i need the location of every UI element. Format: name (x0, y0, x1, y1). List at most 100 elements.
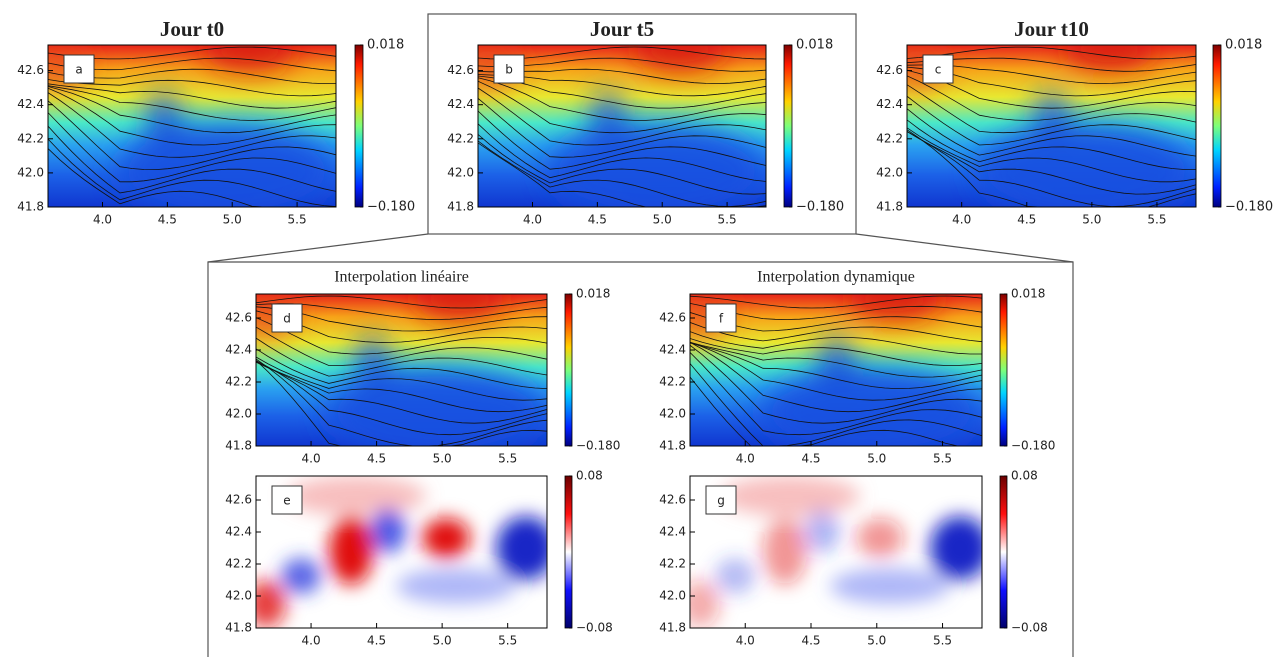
colorbar-tick-label: 0.018 (1011, 287, 1045, 301)
contour-line (478, 123, 766, 182)
x-tick-label: 4.0 (302, 634, 321, 648)
highlight-box (427, 13, 857, 235)
panel-label-box (271, 303, 303, 333)
y-tick-label: 42.0 (876, 165, 903, 179)
panel-label-box (63, 54, 95, 84)
x-tick-label: 4.0 (952, 213, 971, 227)
negative-region (396, 568, 516, 604)
high-region (1063, 45, 1156, 72)
contour-line (478, 140, 766, 207)
positive-region (763, 517, 807, 585)
contour-line (907, 108, 1196, 157)
y-tick-label: 41.8 (17, 200, 44, 214)
connector (855, 233, 1074, 263)
negative-region (281, 558, 321, 594)
contour-line (256, 360, 547, 446)
low-region (325, 366, 547, 446)
y-tick-label: 42.4 (447, 97, 474, 111)
y-tick-label: 42.2 (876, 131, 903, 145)
contour-line (907, 131, 1196, 207)
contour-line (478, 142, 766, 207)
panel-label-box (922, 54, 954, 84)
contour-line (478, 68, 766, 85)
contour-line (48, 138, 336, 207)
panel-title: Jour t0 (160, 17, 224, 41)
y-tick-label: 42.0 (659, 589, 686, 603)
positive-region (856, 518, 904, 558)
panel-label: a (75, 63, 82, 77)
contour-line (256, 303, 547, 320)
contour-line (478, 110, 766, 170)
field-group (690, 294, 982, 446)
plot-frame (689, 293, 983, 447)
positive-region (286, 476, 426, 516)
y-tick-label: 42.6 (447, 63, 474, 77)
contour-line (907, 129, 1196, 207)
contour-line (907, 95, 1196, 146)
colorbar-tick-label: −0.08 (1011, 621, 1048, 635)
y-tick-label: 41.8 (659, 439, 686, 453)
contour-line (48, 86, 336, 134)
negative-region (804, 509, 840, 553)
panel-label-box (705, 485, 737, 515)
x-tick-label: 4.5 (801, 452, 820, 466)
x-tick-label: 5.5 (498, 634, 517, 648)
colorbar (564, 475, 573, 629)
contour-line (690, 363, 982, 446)
negative-region (370, 509, 406, 553)
colorbar-tick-label: −0.180 (576, 439, 620, 453)
panel-label-box (493, 54, 525, 84)
y-tick-label: 42.4 (225, 525, 252, 539)
colorbar-tick-label: 0.018 (367, 38, 404, 53)
contour-line (256, 306, 547, 332)
x-tick-label: 4.0 (736, 634, 755, 648)
contour-line (690, 312, 982, 332)
x-tick-label: 5.0 (433, 634, 452, 648)
contour-line (256, 360, 547, 436)
y-tick-label: 42.0 (447, 165, 474, 179)
colorbar (999, 475, 1008, 629)
low-region (145, 91, 182, 144)
contour-line (256, 295, 547, 309)
field-group (256, 294, 547, 446)
contour-line (907, 66, 1196, 97)
y-tick-label: 42.4 (659, 525, 686, 539)
positive-region (690, 580, 720, 628)
y-tick-label: 42.4 (17, 97, 44, 111)
x-tick-label: 5.0 (433, 452, 452, 466)
x-tick-label: 4.0 (736, 452, 755, 466)
contour-line (907, 127, 1196, 183)
plot-frame (47, 44, 337, 208)
x-tick-label: 4.5 (801, 634, 820, 648)
y-tick-label: 42.6 (225, 493, 252, 507)
contour-line (256, 358, 547, 446)
colorbar (564, 293, 573, 447)
y-tick-label: 41.8 (876, 200, 903, 214)
x-tick-label: 4.5 (1017, 213, 1036, 227)
panel-title: Interpolation dynamique (757, 269, 915, 286)
contour-line (690, 295, 982, 309)
high-region (203, 45, 296, 72)
x-tick-label: 4.5 (588, 213, 607, 227)
panel-label: c (935, 63, 942, 77)
contour-line (907, 84, 1196, 134)
y-tick-label: 42.6 (17, 63, 44, 77)
x-tick-label: 5.5 (933, 452, 952, 466)
panel-title: Jour t10 (1014, 17, 1089, 41)
contour-line (256, 310, 547, 343)
y-tick-label: 42.2 (447, 131, 474, 145)
colorbar (1212, 44, 1222, 208)
contour-line (690, 322, 982, 343)
x-tick-label: 4.5 (367, 452, 386, 466)
contour-line (48, 57, 336, 72)
contour-line (256, 326, 547, 366)
x-tick-label: 5.0 (653, 213, 672, 227)
contour-line (48, 87, 336, 146)
colorbar-tick-label: 0.08 (1011, 469, 1038, 483)
contour-line (48, 46, 336, 60)
panel: e 4.0 4.5 5.0 5.5 41.8 42.0 42.2 42.4 42.6 −0.08 0.… (225, 469, 613, 648)
y-tick-label: 42.6 (659, 493, 686, 507)
field-group (478, 45, 766, 207)
contour-line (478, 80, 766, 134)
